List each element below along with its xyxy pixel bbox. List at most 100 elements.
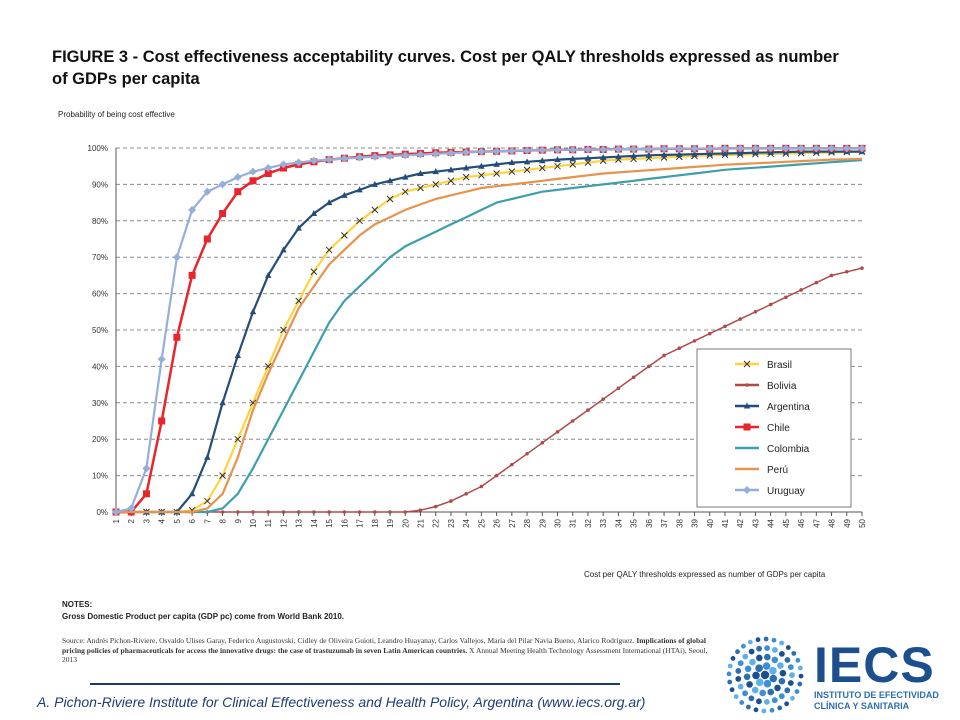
data-point — [539, 157, 546, 164]
logo-dot — [774, 684, 781, 692]
data-point — [660, 144, 669, 153]
series-per — [116, 157, 863, 514]
data-point — [310, 268, 318, 276]
y-tick-label: 20% — [92, 435, 108, 444]
data-point — [784, 295, 788, 300]
data-point — [219, 399, 226, 406]
x-tick-label: 23 — [447, 518, 456, 527]
logo-dot — [771, 637, 777, 643]
series-uruguay — [112, 144, 866, 516]
logo-dot — [742, 653, 749, 660]
logo-dot — [746, 681, 753, 688]
logo-dot — [737, 683, 744, 690]
source-meeting: X Annual Meeting Health Technology Asses… — [62, 645, 708, 665]
figure-title: FIGURE 3 - Cost effectiveness acceptabil… — [52, 46, 852, 90]
data-point — [538, 146, 547, 155]
logo-dot — [772, 647, 778, 653]
data-point — [462, 164, 470, 171]
data-point — [234, 351, 241, 358]
logo-dot — [735, 649, 740, 655]
data-point — [203, 187, 212, 196]
logo-dot — [759, 689, 766, 697]
source-title: Implications of global pricing policies … — [62, 636, 706, 655]
data-point — [493, 160, 500, 167]
x-tick-label: 7 — [203, 518, 212, 523]
data-point — [738, 317, 743, 321]
legend-item: Colombia — [735, 444, 810, 455]
data-point — [281, 510, 286, 514]
data-point — [355, 153, 364, 162]
data-point — [142, 490, 150, 498]
data-point — [204, 453, 211, 460]
logo-dot — [797, 681, 803, 687]
data-point — [433, 504, 438, 509]
x-tick-label: 3 — [142, 518, 151, 523]
data-point — [295, 224, 302, 231]
logo-dot — [794, 689, 800, 694]
logo-dot — [797, 665, 803, 671]
data-point — [249, 177, 257, 185]
logo-subtitle-1: INSTITUTO DE EFECTIVIDAD — [814, 690, 939, 700]
data-point — [418, 508, 423, 512]
logo-dot — [751, 686, 759, 694]
iecs-logo: IECS INSTITUTO DE EFECTIVIDAD CLÍNICA Y … — [814, 640, 939, 712]
data-point — [312, 510, 316, 514]
data-point — [402, 173, 409, 180]
x-tick-label: 34 — [614, 518, 623, 527]
y-axis-label: Probability of being cost effective — [58, 110, 175, 119]
x-tick-label: 16 — [340, 518, 349, 527]
y-tick-label: 100% — [88, 144, 108, 153]
logo-dot — [787, 680, 794, 686]
data-point — [858, 144, 866, 153]
data-point — [844, 269, 849, 274]
figure-title-line1: FIGURE 3 - Cost effectiveness acceptabil… — [52, 48, 839, 66]
logo-dot — [789, 672, 795, 678]
data-point — [172, 253, 181, 262]
x-tick-label: 22 — [432, 518, 441, 527]
data-point — [341, 191, 348, 198]
data-point — [340, 154, 349, 163]
data-point — [677, 346, 682, 351]
data-point — [523, 146, 532, 155]
x-tick-label: 44 — [767, 518, 776, 527]
data-point — [464, 492, 468, 496]
data-point — [462, 148, 471, 157]
y-tick-label: 40% — [92, 362, 108, 371]
x-tick-label: 27 — [508, 518, 517, 527]
logo-dot — [727, 663, 733, 669]
y-tick-label: 50% — [92, 326, 108, 335]
data-point — [447, 177, 455, 185]
logo-dot — [785, 645, 791, 650]
data-point — [386, 152, 395, 161]
data-point — [234, 435, 242, 443]
x-tick-label: 5 — [173, 518, 182, 523]
data-point — [265, 271, 272, 278]
legend-item: Chile — [735, 423, 790, 434]
data-point — [523, 166, 531, 174]
logo-dot — [779, 651, 785, 657]
y-tick-label: 10% — [92, 472, 108, 481]
data-point — [142, 464, 151, 473]
logo-dot — [729, 687, 735, 693]
data-point — [570, 419, 575, 423]
logo-dot — [755, 664, 763, 672]
logo-name: IECS — [814, 637, 935, 693]
data-point — [554, 156, 561, 163]
x-tick-label: 42 — [736, 518, 745, 527]
footer-credit: A. Pichon-Riviere Institute for Clinical… — [37, 694, 646, 710]
x-tick-label: 30 — [554, 518, 563, 527]
x-tick-label: 2 — [127, 518, 136, 523]
legend-label: Perú — [767, 465, 788, 476]
data-point — [723, 324, 727, 329]
x-tick-label: 13 — [295, 518, 304, 527]
logo-dot — [739, 700, 745, 705]
data-point — [234, 188, 242, 196]
series-line — [116, 150, 862, 514]
logo-dot — [760, 670, 770, 680]
iecs-logo-mark — [726, 636, 804, 714]
data-point — [720, 144, 729, 153]
data-point — [629, 145, 638, 154]
x-tick-label: 47 — [812, 518, 821, 527]
data-point — [342, 510, 347, 514]
data-point — [280, 326, 287, 334]
